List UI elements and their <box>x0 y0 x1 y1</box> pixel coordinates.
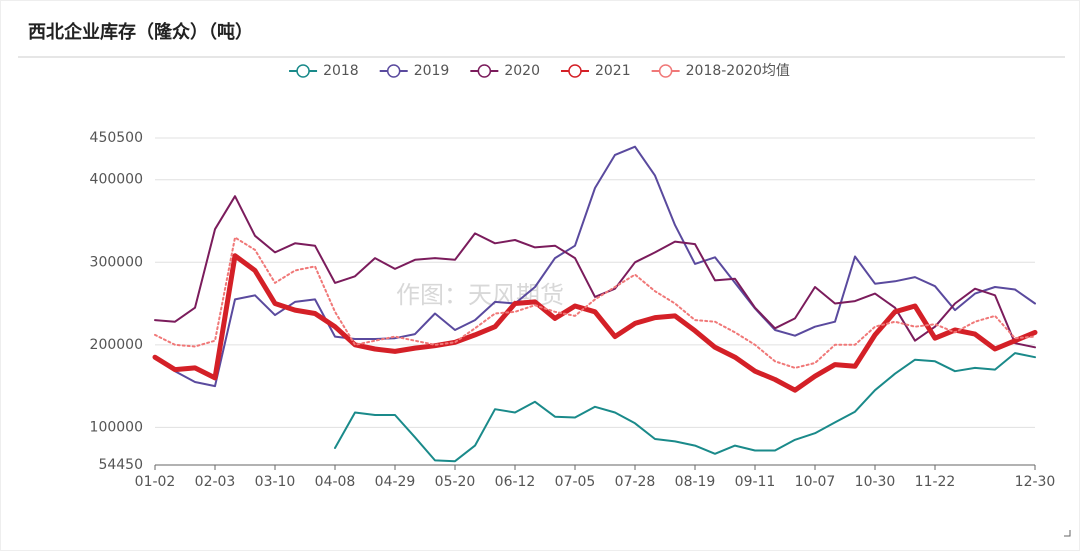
legend-marker <box>386 64 401 78</box>
legend-marker <box>568 64 582 78</box>
y-tick-label: 100000 <box>90 419 143 435</box>
series-line <box>154 195 1036 349</box>
x-tick-label: 12-30 <box>1015 474 1056 490</box>
legend-label: 2018-2020均值 <box>686 63 790 79</box>
legend-label: 2021 <box>595 63 631 79</box>
x-tick-label: 03-10 <box>255 474 296 490</box>
legend-marker <box>658 64 673 78</box>
x-tick-label: 08-19 <box>675 474 716 490</box>
legend-label: 2019 <box>414 63 450 79</box>
resize-corner <box>1064 530 1071 537</box>
y-tick-label: 54450 <box>98 457 143 473</box>
x-tick-label: 04-08 <box>315 474 356 490</box>
x-tick-label: 05-20 <box>435 474 476 490</box>
x-tick-label: 04-29 <box>375 474 416 490</box>
x-tick-label: 10-07 <box>795 474 836 490</box>
series-line <box>154 236 1036 369</box>
y-tick-label: 300000 <box>90 254 143 270</box>
y-tick-label: 400000 <box>90 172 143 188</box>
x-tick-label: 07-28 <box>615 474 656 490</box>
chart-title: 西北企业库存（隆众）（吨） <box>28 21 253 43</box>
series-line <box>152 253 1038 393</box>
x-tick-label: 11-22 <box>915 474 956 490</box>
x-tick-label: 01-02 <box>135 474 176 490</box>
legend-marker <box>477 64 492 78</box>
legend-marker <box>296 64 310 78</box>
legend-label: 2020 <box>504 63 540 79</box>
x-tick-label: 06-12 <box>495 474 536 490</box>
x-tick-label: 02-03 <box>195 474 236 490</box>
series-line <box>154 145 1036 388</box>
y-tick-label: 450500 <box>90 130 143 146</box>
y-tick-label: 200000 <box>90 337 143 353</box>
x-tick-label: 09-11 <box>735 474 776 490</box>
x-tick-label: 07-05 <box>555 474 596 490</box>
legend-label: 2018 <box>323 63 359 79</box>
x-tick-label: 10-30 <box>855 474 896 490</box>
series-line <box>334 352 1036 463</box>
